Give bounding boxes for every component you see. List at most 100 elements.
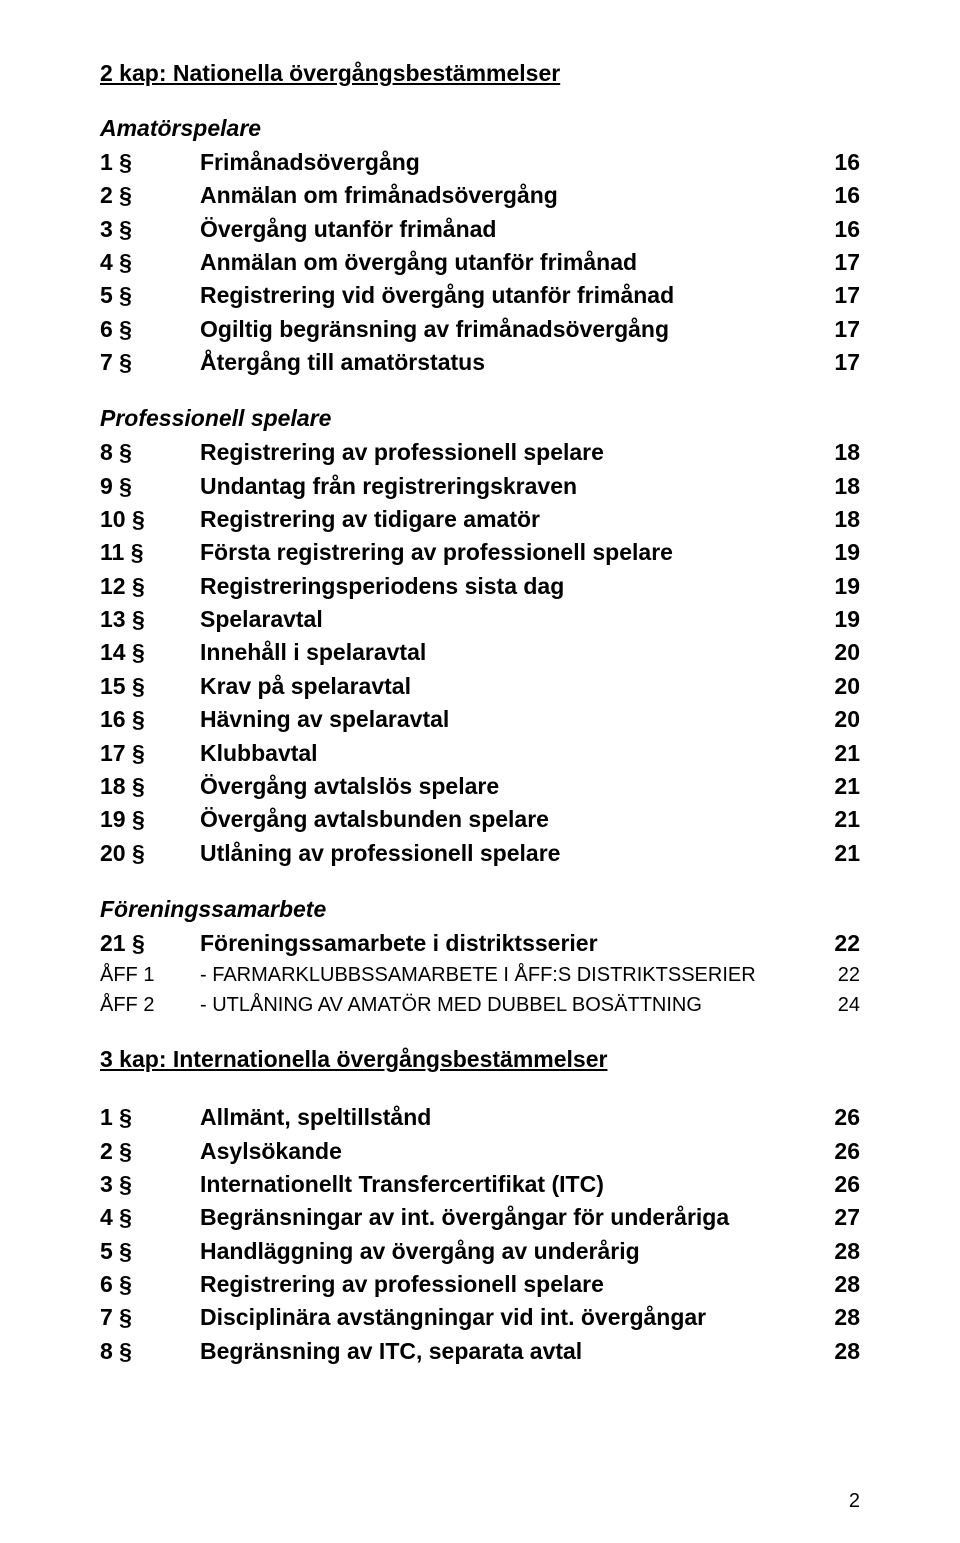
toc-row: 5 §Registrering vid övergång utanför fri…	[100, 279, 860, 312]
toc-row: ÅFF 1- FARMARKLUBBSSAMARBETE I ÅFF:S DIS…	[100, 960, 860, 990]
toc-row: 11 §Första registrering av professionell…	[100, 536, 860, 569]
toc-entry-number: 10 §	[100, 503, 200, 536]
toc-row: 10 §Registrering av tidigare amatör18	[100, 503, 860, 536]
toc-entry-title: Registrering av tidigare amatör	[200, 503, 800, 536]
toc-entry-number: 9 §	[100, 470, 200, 503]
toc-row: 14 §Innehåll i spelaravtal20	[100, 636, 860, 669]
toc-entry-title: Spelaravtal	[200, 603, 800, 636]
toc-entry-number: 12 §	[100, 570, 200, 603]
toc-entry-title: Registrering av professionell spelare	[200, 1268, 800, 1301]
toc-entry-page: 16	[800, 146, 860, 179]
toc-entry-number: ÅFF 1	[100, 960, 200, 990]
toc-entry-title: Hävning av spelaravtal	[200, 703, 800, 736]
toc-entry-number: 5 §	[100, 279, 200, 312]
toc-entry-page: 18	[800, 503, 860, 536]
toc-entry-page: 28	[800, 1235, 860, 1268]
toc-entry-number: 8 §	[100, 1335, 200, 1368]
subsection-heading: Amatörspelare	[100, 115, 860, 142]
toc-entry-page: 19	[800, 570, 860, 603]
toc-entry-title: Övergång avtalsbunden spelare	[200, 803, 800, 836]
toc-entry-number: 6 §	[100, 1268, 200, 1301]
toc-entry-page: 17	[800, 246, 860, 279]
section-gap	[100, 870, 860, 896]
toc-entry-title: Återgång till amatörstatus	[200, 346, 800, 379]
toc-row: 16 §Hävning av spelaravtal20	[100, 703, 860, 736]
toc-entry-title: Begränsningar av int. övergångar för und…	[200, 1201, 800, 1234]
toc-entry-title: Registreringsperiodens sista dag	[200, 570, 800, 603]
toc-entry-title: Undantag från registreringskraven	[200, 470, 800, 503]
toc-row: 5 §Handläggning av övergång av underårig…	[100, 1235, 860, 1268]
toc-row: 15 §Krav på spelaravtal20	[100, 670, 860, 703]
chapter-gap	[100, 1020, 860, 1046]
toc-entry-number: 17 §	[100, 737, 200, 770]
toc-entry-number: 3 §	[100, 1168, 200, 1201]
toc-entry-page: 21	[800, 837, 860, 870]
toc-row: 2 §Anmälan om frimånadsövergång16	[100, 179, 860, 212]
toc-entry-number: 13 §	[100, 603, 200, 636]
toc-row: 9 §Undantag från registreringskraven18	[100, 470, 860, 503]
toc-entry-number: 11 §	[100, 536, 200, 569]
toc-entry-title: Disciplinära avstängningar vid int. över…	[200, 1301, 800, 1334]
toc-entry-page: 27	[800, 1201, 860, 1234]
toc-entry-title: Begränsning av ITC, separata avtal	[200, 1335, 800, 1368]
toc-entry-page: 21	[800, 737, 860, 770]
toc-entry-title: Asylsökande	[200, 1135, 800, 1168]
section-gap	[100, 379, 860, 405]
chapter-heading: 2 kap: Nationella övergångsbestämmelser	[100, 60, 860, 87]
toc-row: 6 §Ogiltig begränsning av frimånadsöverg…	[100, 313, 860, 346]
toc-row: ÅFF 2- UTLÅNING AV AMATÖR MED DUBBEL BOS…	[100, 990, 860, 1020]
toc-entry-title: Ogiltig begränsning av frimånadsövergång	[200, 313, 800, 346]
toc-row: 4 §Anmälan om övergång utanför frimånad1…	[100, 246, 860, 279]
toc-row: 19 §Övergång avtalsbunden spelare21	[100, 803, 860, 836]
toc-row: 12 §Registreringsperiodens sista dag19	[100, 570, 860, 603]
toc-entry-page: 16	[800, 213, 860, 246]
toc-entry-number: 20 §	[100, 837, 200, 870]
toc-entry-title: - FARMARKLUBBSSAMARBETE I ÅFF:S DISTRIKT…	[200, 960, 800, 990]
toc-entry-title: Krav på spelaravtal	[200, 670, 800, 703]
toc-entry-title: Övergång avtalslös spelare	[200, 770, 800, 803]
toc-entry-number: 7 §	[100, 346, 200, 379]
toc-entry-title: Allmänt, speltillstånd	[200, 1101, 800, 1134]
toc-entry-number: 16 §	[100, 703, 200, 736]
toc-entry-title: Handläggning av övergång av underårig	[200, 1235, 800, 1268]
page-number: 2	[849, 1490, 860, 1513]
toc-entry-title: Klubbavtal	[200, 737, 800, 770]
toc-row: 7 §Disciplinära avstängningar vid int. ö…	[100, 1301, 860, 1334]
toc-row: 17 §Klubbavtal21	[100, 737, 860, 770]
chapter-heading: 3 kap: Internationella övergångsbestämme…	[100, 1046, 860, 1073]
toc-row: 7 §Återgång till amatörstatus17	[100, 346, 860, 379]
toc-entry-title: Internationellt Transfercertifikat (ITC)	[200, 1168, 800, 1201]
toc-entry-page: 18	[800, 470, 860, 503]
toc-row: 13 §Spelaravtal19	[100, 603, 860, 636]
toc-row: 3 §Internationellt Transfercertifikat (I…	[100, 1168, 860, 1201]
toc-entry-page: 24	[800, 990, 860, 1020]
toc-entry-page: 19	[800, 536, 860, 569]
toc-entry-number: 6 §	[100, 313, 200, 346]
toc-entry-number: ÅFF 2	[100, 990, 200, 1020]
toc-entry-page: 28	[800, 1335, 860, 1368]
toc-entry-title: Utlåning av professionell spelare	[200, 837, 800, 870]
toc-entry-number: 1 §	[100, 146, 200, 179]
toc-row: 3 §Övergång utanför frimånad16	[100, 213, 860, 246]
toc-entry-page: 17	[800, 346, 860, 379]
toc-entry-page: 20	[800, 636, 860, 669]
toc-entry-number: 3 §	[100, 213, 200, 246]
toc-entry-number: 21 §	[100, 927, 200, 960]
subsection-heading: Professionell spelare	[100, 405, 860, 432]
toc-entry-page: 22	[800, 960, 860, 990]
toc-entry-number: 19 §	[100, 803, 200, 836]
toc-row: 20 §Utlåning av professionell spelare21	[100, 837, 860, 870]
toc-row: 1 §Frimånadsövergång16	[100, 146, 860, 179]
toc-row: 6 §Registrering av professionell spelare…	[100, 1268, 860, 1301]
toc-entry-title: Första registrering av professionell spe…	[200, 536, 800, 569]
toc-entry-page: 20	[800, 703, 860, 736]
toc-entry-title: Innehåll i spelaravtal	[200, 636, 800, 669]
toc-entry-page: 20	[800, 670, 860, 703]
toc-entry-page: 17	[800, 279, 860, 312]
toc-entry-page: 28	[800, 1268, 860, 1301]
toc-entry-number: 18 §	[100, 770, 200, 803]
document-page: 2 kap: Nationella övergångsbestämmelser A…	[0, 0, 960, 1543]
toc-entry-title: Anmälan om frimånadsövergång	[200, 179, 800, 212]
toc-entry-page: 22	[800, 927, 860, 960]
toc-entry-page: 16	[800, 179, 860, 212]
